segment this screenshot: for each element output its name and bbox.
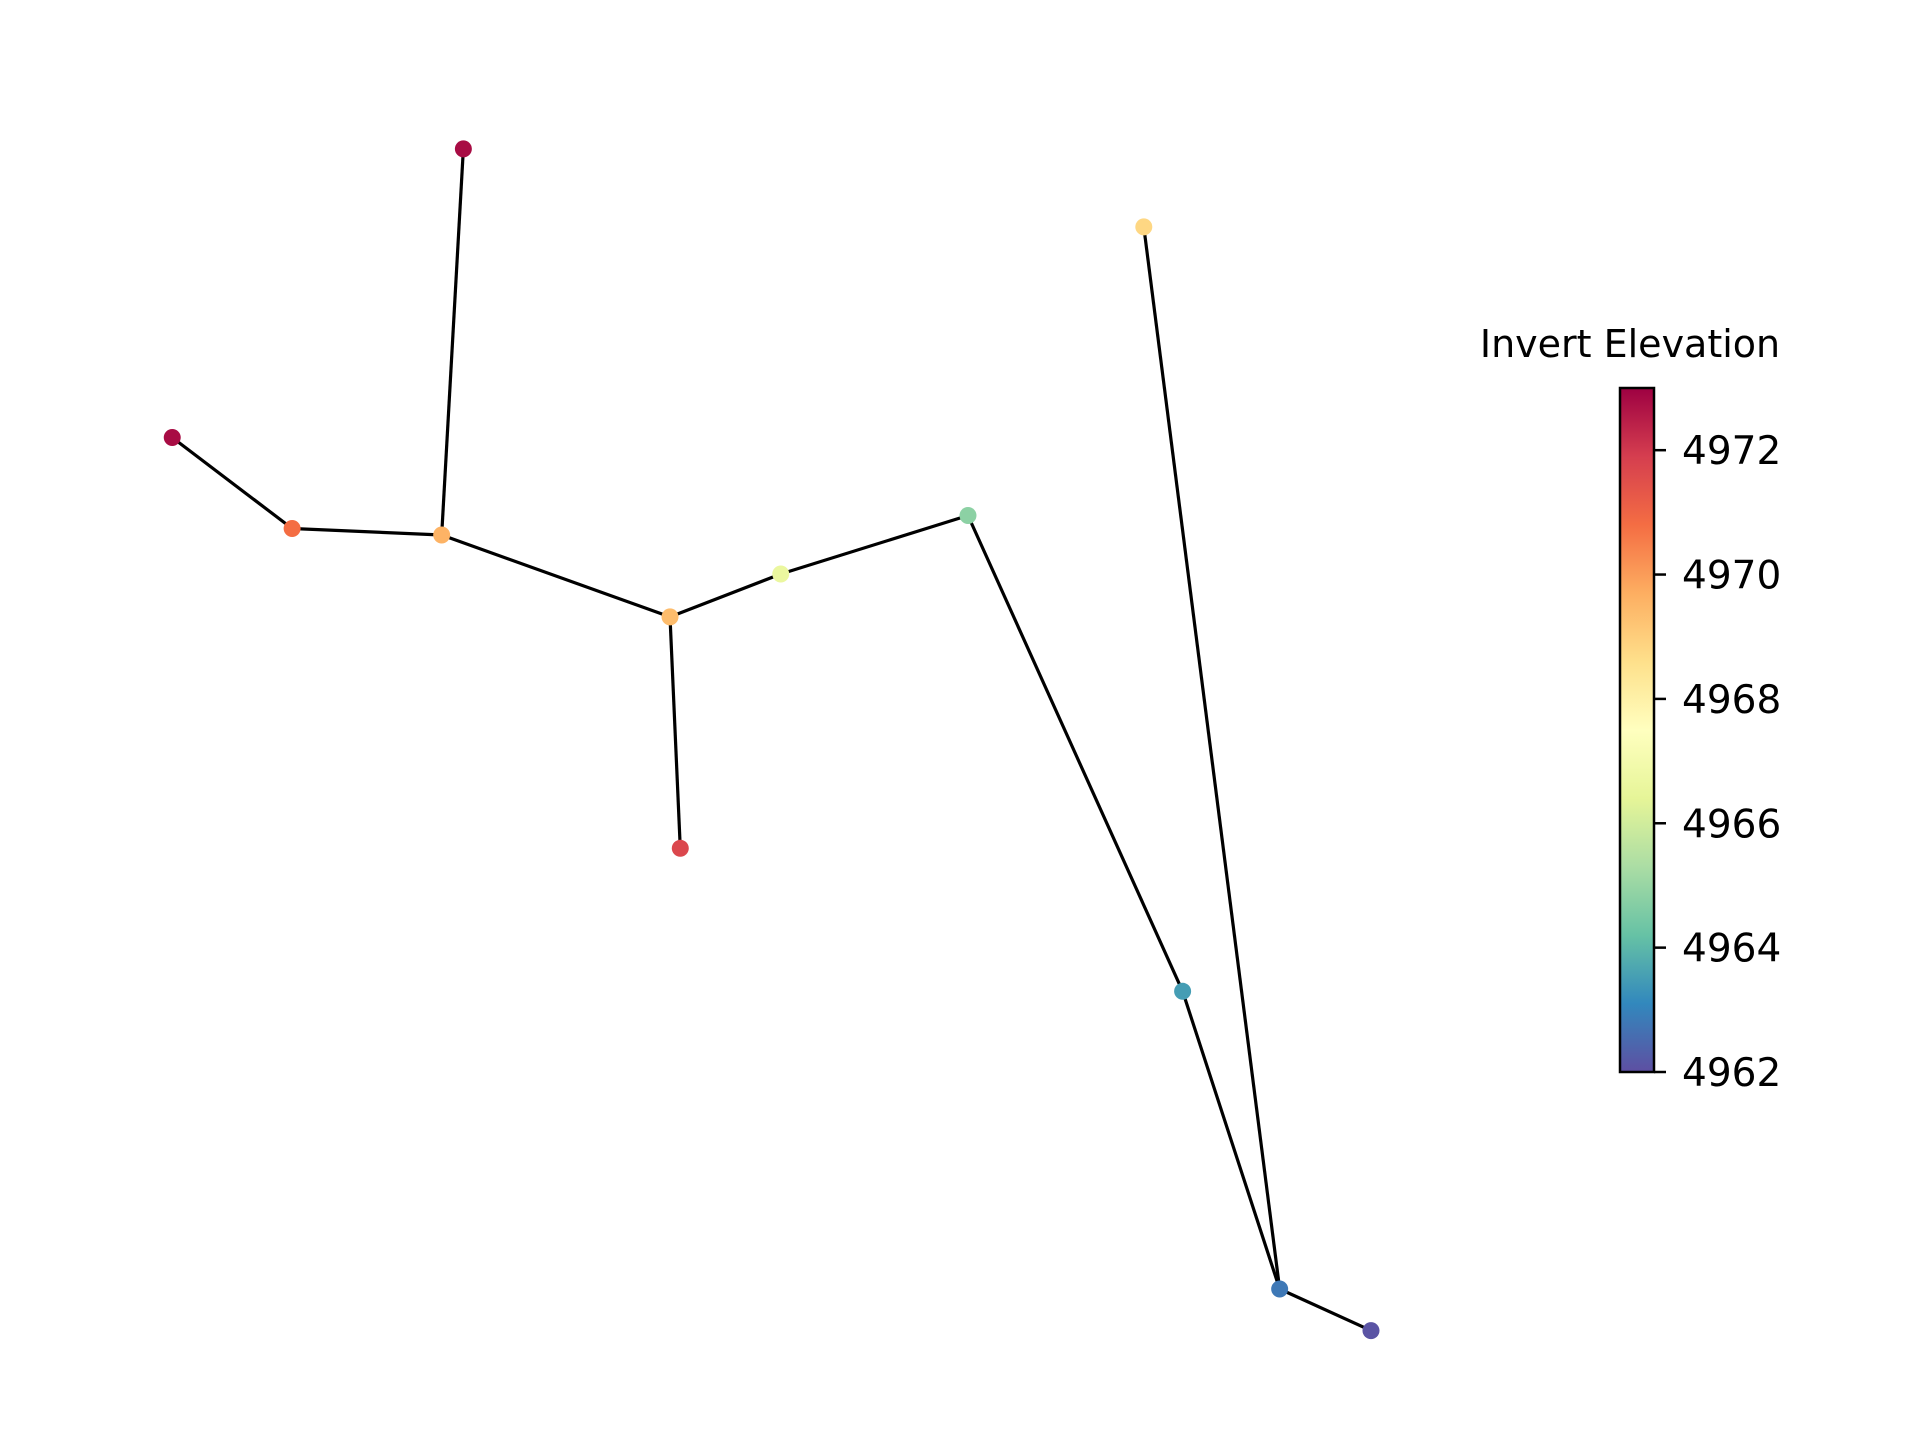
node-n2 xyxy=(283,520,301,537)
node-n8 xyxy=(959,507,977,524)
node-n7 xyxy=(772,565,790,583)
colorbar-title: Invert Elevation xyxy=(1479,322,1781,366)
node-n3 xyxy=(433,526,451,544)
node-n4 xyxy=(454,140,472,158)
node-n11 xyxy=(1271,1280,1289,1298)
edge-n2-n3 xyxy=(292,526,442,537)
edge-n7-n8 xyxy=(780,513,969,576)
network-nodes xyxy=(163,140,1380,1340)
node-n9 xyxy=(1135,218,1153,236)
colorbar-tick-label: 4970 xyxy=(1682,554,1781,599)
edge-n5-n6 xyxy=(668,616,682,849)
edge-n10-n11 xyxy=(1181,990,1282,1290)
colorbar-ticks: 4962 4964 4966 4968 4970 4972 xyxy=(1654,429,1781,1096)
edge-n8-n10 xyxy=(966,514,1185,992)
edge-n9-n11 xyxy=(1142,226,1282,1290)
edge-n11-n12 xyxy=(1278,1287,1372,1333)
colorbar-tick-label: 4968 xyxy=(1682,678,1781,723)
edge-n4-n3 xyxy=(440,148,465,536)
edge-n5-n7 xyxy=(669,572,782,619)
node-n12 xyxy=(1362,1322,1380,1340)
colorbar-tick-label: 4966 xyxy=(1682,802,1781,847)
colorbar: 4962 4964 4966 4968 4970 4972 xyxy=(1618,386,1781,1096)
colorbar-tick-label: 4972 xyxy=(1682,429,1781,474)
edge-n1-n2 xyxy=(171,436,294,530)
edge-n3-n5 xyxy=(441,533,671,619)
colorbar-tick-label: 4964 xyxy=(1682,927,1781,972)
colorbar-gradient xyxy=(1618,386,1656,1074)
node-n10 xyxy=(1174,982,1192,1000)
node-n6 xyxy=(671,839,689,857)
node-n5 xyxy=(661,608,679,626)
colorbar-tick-label: 4962 xyxy=(1682,1051,1781,1096)
node-n1 xyxy=(163,429,181,446)
network-edges xyxy=(171,148,1372,1333)
